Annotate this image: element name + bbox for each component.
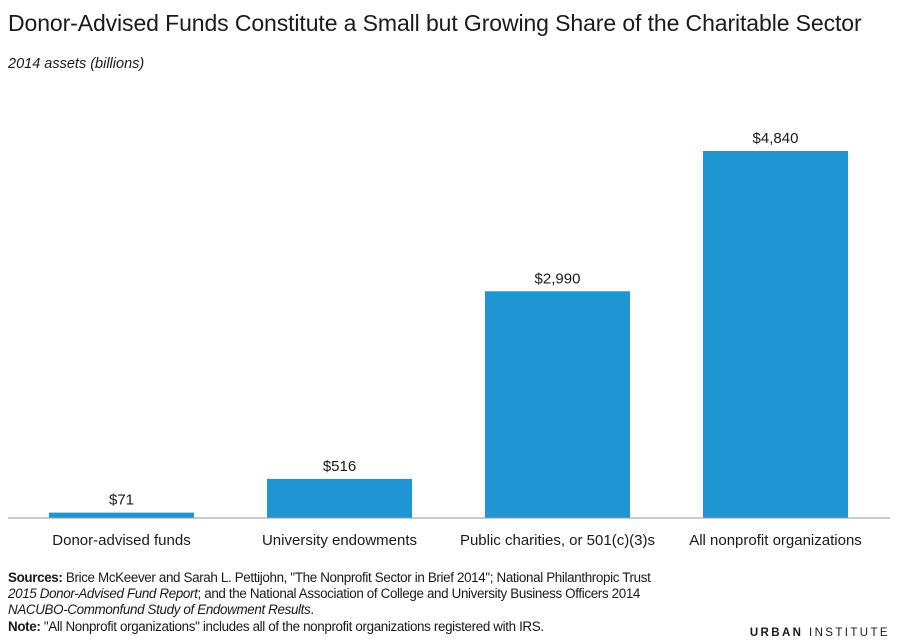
- sources-study-title: NACUBO-Commonfund Study of Endowment Res…: [8, 602, 311, 618]
- value-label-1: $516: [323, 458, 356, 475]
- brand-regular: INSTITUTE: [803, 627, 890, 639]
- sources-text-2: ; and the National Association of Colleg…: [197, 586, 641, 602]
- category-label-3: All nonprofit organizations: [689, 532, 862, 549]
- sources-label: Sources:: [8, 570, 63, 585]
- bar-0: [49, 512, 194, 518]
- category-label-2: Public charities, or 501(c)(3)s: [460, 532, 655, 549]
- chart-title: Donor-Advised Funds Constitute a Small b…: [8, 10, 862, 36]
- note-label: Note:: [8, 618, 41, 634]
- value-label-2: $2,990: [535, 270, 581, 287]
- brand-bold: URBAN: [749, 627, 804, 639]
- bar-3: [703, 151, 848, 518]
- note-text: "All Nonprofit organizations" includes a…: [40, 618, 544, 634]
- bar-2: [485, 291, 630, 518]
- chart-subtitle: 2014 assets (billions): [8, 56, 145, 72]
- sources-report-title: 2015 Donor-Advised Fund Report: [8, 586, 198, 602]
- note-line: Note: "All Nonprofit organizations" incl…: [8, 619, 758, 635]
- category-label-0: Donor-advised funds: [52, 532, 190, 549]
- value-label-3: $4,840: [753, 130, 799, 147]
- category-label-1: University endowments: [262, 532, 417, 549]
- sources-text-3: .: [310, 602, 314, 618]
- bar-1: [267, 478, 412, 518]
- chart-notes: Sources: Brice McKeever and Sarah L. Pet…: [8, 570, 758, 635]
- sources-text-1: Brice McKeever and Sarah L. Pettijohn, "…: [62, 570, 651, 585]
- value-label-0: $71: [109, 492, 134, 509]
- sources-line: Sources: Brice McKeever and Sarah L. Pet…: [8, 570, 758, 619]
- urban-institute-logo: URBAN INSTITUTE: [750, 627, 890, 639]
